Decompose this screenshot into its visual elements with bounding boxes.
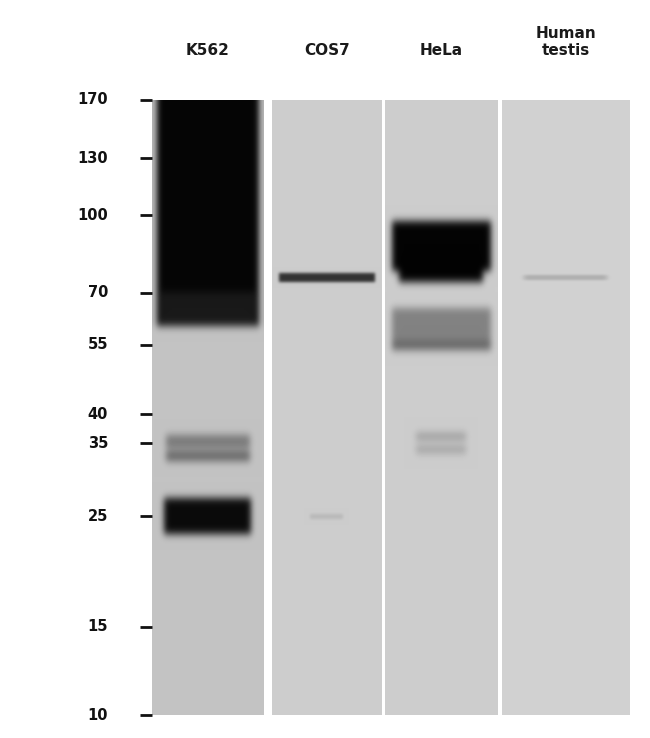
Text: 25: 25 (88, 508, 108, 523)
Text: 170: 170 (77, 92, 108, 108)
Text: 15: 15 (88, 619, 108, 635)
Bar (272, 100, 382, 715)
Text: COS7: COS7 (304, 43, 350, 58)
Text: 70: 70 (88, 285, 108, 300)
Bar (502, 100, 630, 715)
Text: HeLa: HeLa (419, 43, 463, 58)
Text: 55: 55 (88, 337, 108, 353)
Text: K562: K562 (186, 43, 230, 58)
Text: 100: 100 (77, 207, 108, 223)
Text: 40: 40 (88, 407, 108, 421)
Text: 130: 130 (77, 151, 108, 166)
Text: 35: 35 (88, 435, 108, 451)
Text: Human
testis: Human testis (536, 26, 597, 58)
Text: 10: 10 (88, 708, 108, 723)
Bar (152, 100, 264, 715)
Bar (385, 100, 498, 715)
